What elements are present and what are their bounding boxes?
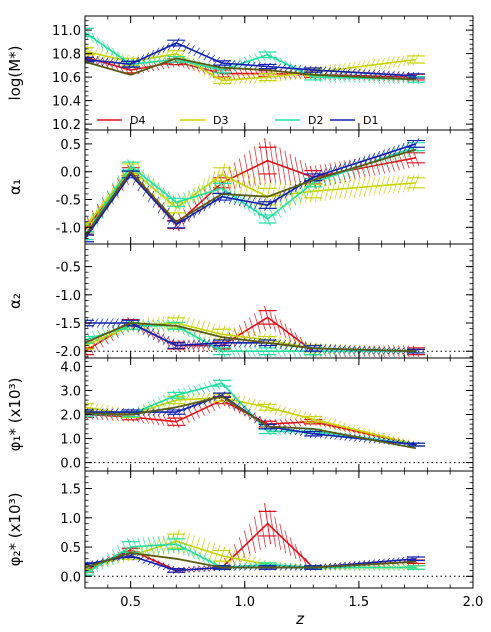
x-tick-label: 1.5 — [349, 595, 370, 610]
fit-line — [85, 322, 416, 353]
y-tick-label: -1.0 — [56, 289, 81, 304]
plot-area-phi2 — [85, 503, 473, 577]
series-line-D1 — [85, 143, 417, 239]
y-tick-label: 0.5 — [60, 138, 81, 153]
panel-alpha1: -1.0 -0.5 0.0 0.5 α₁ — [6, 129, 474, 245]
series-D1 — [85, 38, 425, 80]
y-tick-label: 3.0 — [60, 384, 81, 399]
series-line-D2 — [85, 145, 417, 237]
panel-phi2: 0.0 0.5 1.0 1.5 φ₂* (x10³) 0.5 1.0 1.5 2.0 — [6, 470, 484, 610]
plot-area-phi1 — [85, 378, 473, 464]
panel-logM: 10.2 10.4 10.6 10.8 11.0 log(M*) D4 D3 D2 D1 — [6, 15, 474, 133]
y-tick-label: 1.0 — [60, 433, 81, 448]
panel-frame — [84, 243, 474, 359]
y-axis-title-phi2: φ₂* (x10³) — [6, 493, 24, 567]
y-axis-title-alpha2: α₂ — [6, 293, 24, 309]
fit-polyline — [85, 148, 417, 237]
y-tick-label: 10.4 — [52, 95, 81, 110]
x-tick-label: 1.0 — [234, 595, 255, 610]
y-tick-label: 10.6 — [52, 71, 81, 86]
series-D3 — [85, 160, 425, 233]
legend-label-D1: D1 — [363, 114, 378, 127]
series-line-D3 — [85, 168, 416, 228]
fit-polyline — [85, 552, 416, 569]
y-tick-label: 10.8 — [52, 48, 81, 63]
series-line-D1 — [85, 42, 416, 77]
plot-area-alpha1 — [85, 138, 425, 243]
x-tick-label: 2.0 — [463, 595, 484, 610]
y-tick-label: 4.0 — [60, 360, 81, 375]
legend-label-D3: D3 — [213, 114, 228, 127]
panel-phi1: 0.0 1.0 2.0 3.0 4.0 φ₁* (x10³) — [6, 357, 474, 472]
y-axis-title-alpha1: α₁ — [6, 179, 24, 195]
y-tick-label: 2.0 — [60, 409, 81, 424]
y-tick-label: 0.0 — [60, 570, 81, 585]
y-tick-label: -2.0 — [56, 345, 81, 360]
y-tick-label: -1.0 — [56, 221, 81, 236]
x-axis-title: z — [295, 610, 305, 628]
y-tick-label: 10.2 — [52, 118, 81, 133]
y-tick-label: 0.5 — [60, 541, 81, 556]
panel-frame — [84, 470, 474, 589]
y-tick-label: -1.5 — [56, 317, 81, 332]
series-D1 — [85, 391, 425, 448]
panel-alpha2: -2.0 -1.5 -1.0 -0.5 α₂ — [6, 243, 474, 360]
legend-label-D4: D4 — [130, 114, 145, 127]
series-D1 — [85, 552, 425, 574]
y-tick-label: -0.5 — [56, 194, 81, 209]
plot-area-alpha2 — [85, 305, 473, 358]
y-tick-label: 1.5 — [60, 483, 81, 498]
fit-polyline — [85, 57, 416, 81]
y-tick-label: 1.0 — [60, 512, 81, 527]
legend-label-D2: D2 — [308, 114, 323, 127]
y-tick-label: 0.0 — [60, 166, 81, 181]
y-tick-label: 11.0 — [52, 24, 81, 39]
y-tick-label: -0.5 — [56, 261, 81, 276]
y-tick-label: 0.0 — [60, 457, 81, 472]
fit-polyline — [85, 395, 417, 450]
series-D1 — [85, 138, 425, 243]
plot-area-logM — [85, 27, 425, 86]
legend: D4 D3 D2 D1 — [97, 114, 378, 127]
y-axis-title-logM: log(M*) — [6, 45, 24, 100]
fit-polyline — [85, 322, 416, 353]
y-axis-title-phi1: φ₁* (x10³) — [6, 378, 24, 452]
series-line-D1 — [85, 394, 416, 446]
x-tick-label: 0.5 — [120, 595, 141, 610]
